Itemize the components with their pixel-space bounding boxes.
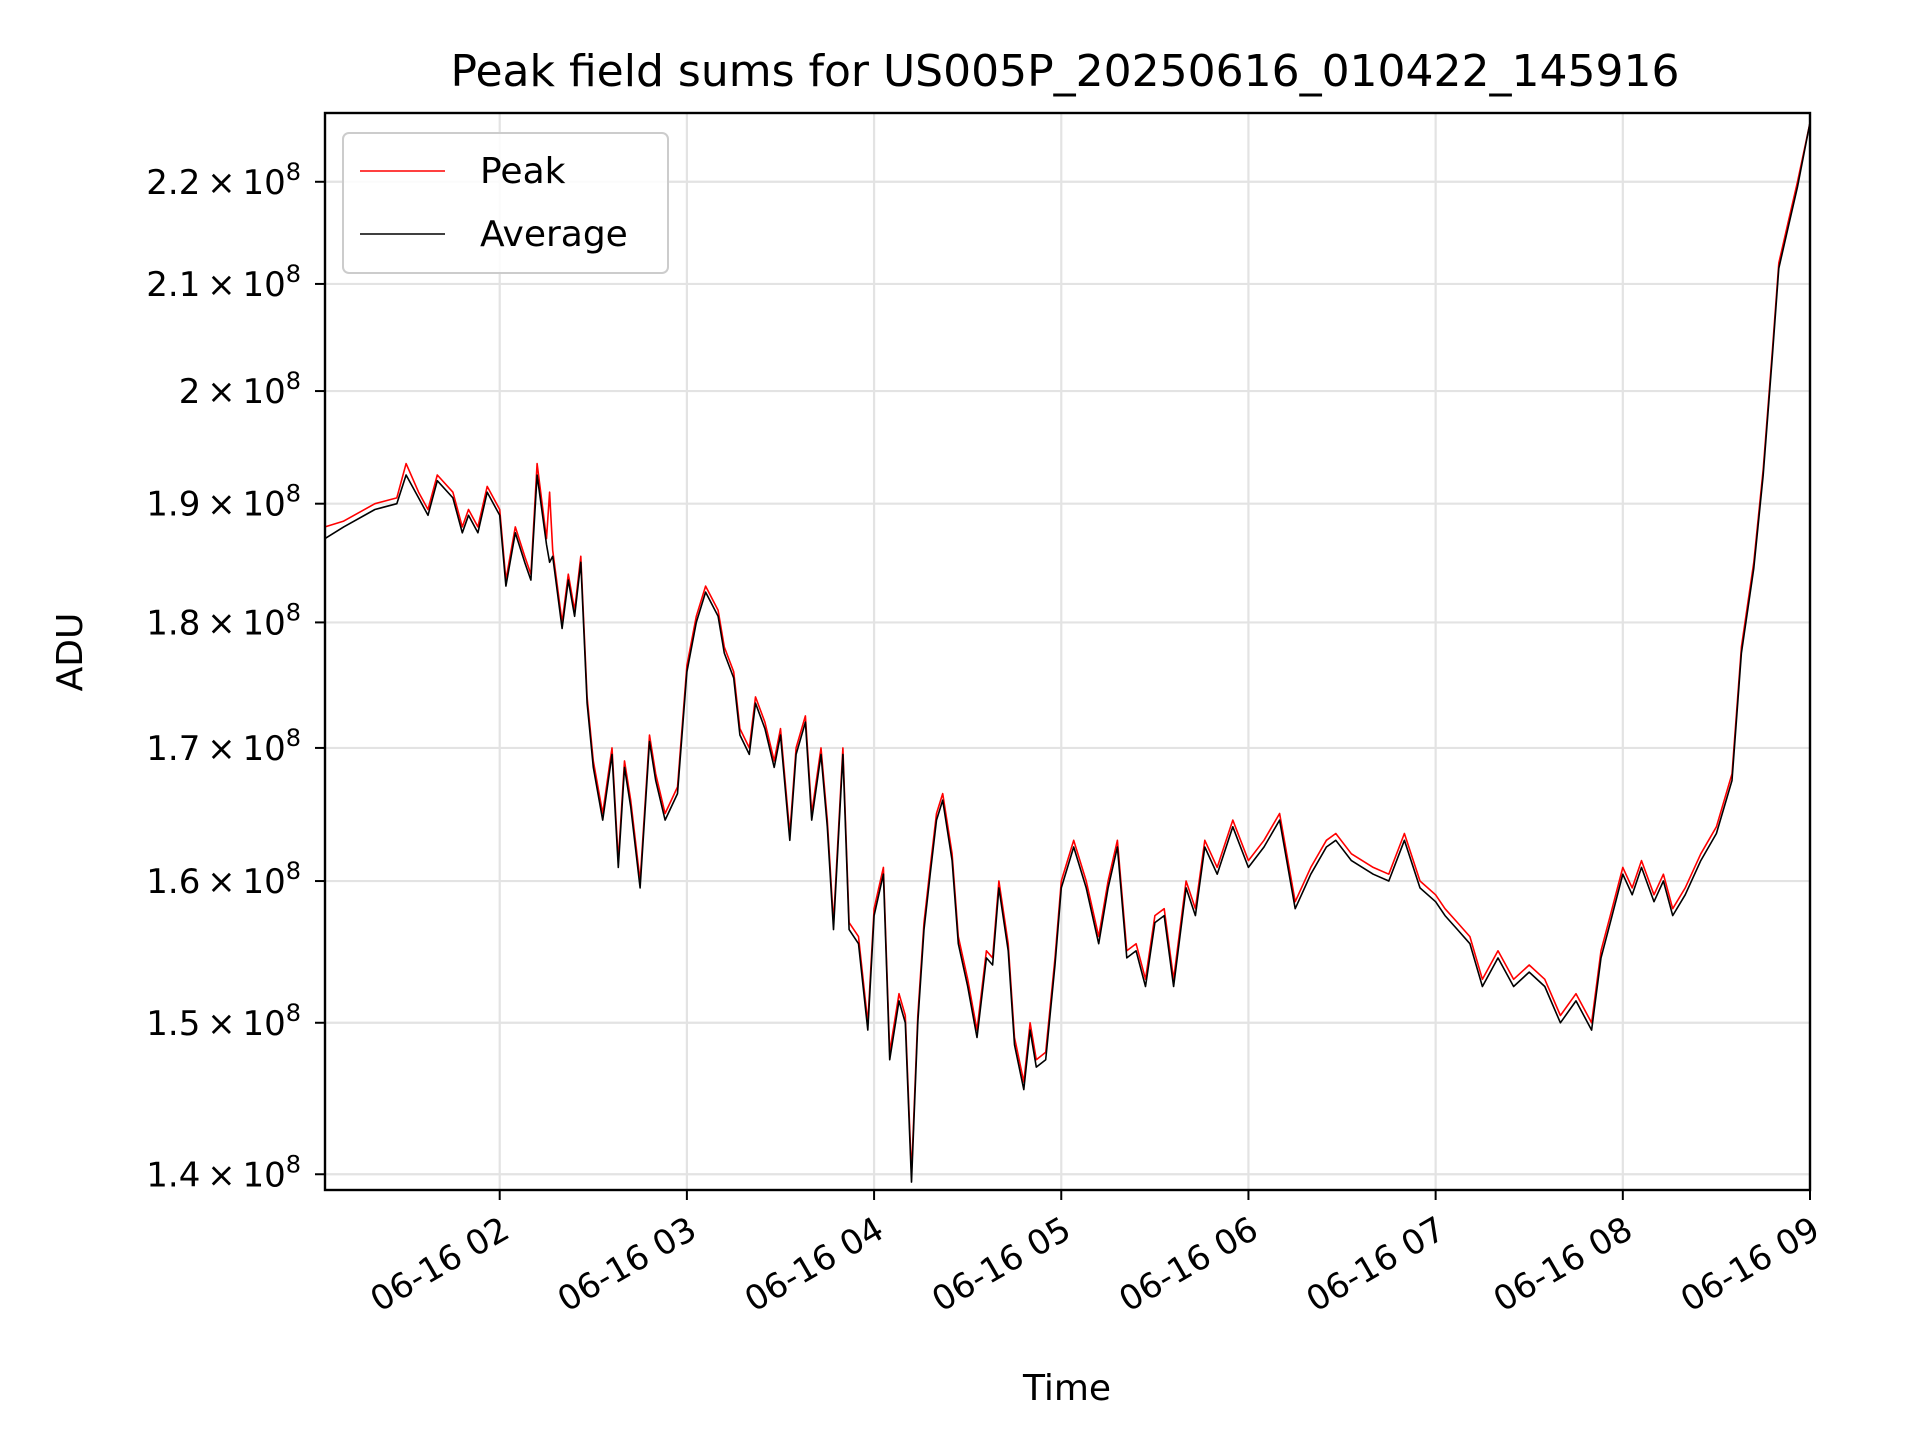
y-tick-label: 1.8 × 108 (146, 598, 301, 643)
plot-frame (323, 111, 1812, 1192)
grid-lines (325, 113, 1812, 1190)
legend-label-average: Average (480, 214, 628, 255)
y-tick-label: 1.7 × 108 (146, 724, 301, 769)
y-tick-label: 2 × 108 (179, 367, 301, 412)
series-line-average (324, 122, 1811, 1183)
y-tick-label: 1.5 × 108 (146, 999, 301, 1044)
legend: Peak Average (342, 132, 669, 274)
y-tick-label: 1.6 × 108 (146, 857, 301, 902)
legend-box (342, 132, 669, 274)
x-axis-title: Time (1022, 1368, 1111, 1409)
y-tick-label: 2.2 × 108 (146, 158, 301, 203)
y-axis-title: ADU (50, 613, 91, 692)
y-axis: 1.4 × 108 1.5 × 108 1.6 × 108 1.7 × 108 1.8 … (146, 158, 325, 1195)
series-lines (324, 122, 1811, 1183)
y-tick-label: 2.1 × 108 (146, 260, 301, 305)
y-tick-label: 1.4 × 108 (146, 1150, 301, 1195)
legend-label-peak: Peak (480, 151, 566, 192)
y-tick-label: 1.9 × 108 (146, 480, 301, 525)
chart-title: Peak field sums for US005P_20250616_0104… (451, 46, 1680, 97)
